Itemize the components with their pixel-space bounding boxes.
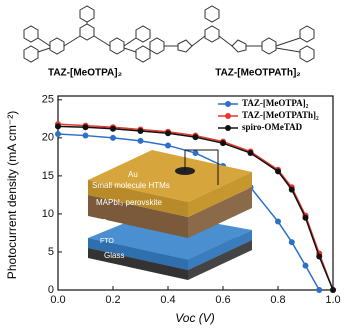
y-tick-label: 25 (42, 94, 54, 106)
y-tick-label: 5 (48, 246, 54, 258)
data-point (192, 150, 199, 157)
data-point (137, 127, 144, 134)
legend-label: spiro-OMeTAD (242, 122, 303, 132)
y-axis-label: Photocurrent density (mA cm⁻²) (5, 111, 19, 279)
structure-name: TAZ-[MeOTPATh]₂ (215, 68, 301, 79)
data-point (316, 253, 323, 260)
inset-label: Au (128, 170, 138, 179)
data-point (110, 134, 116, 141)
data-point (82, 132, 89, 139)
data-point (192, 134, 199, 141)
inset-label: Glass (104, 251, 124, 260)
data-point (275, 168, 281, 175)
inset-label: Small molecule HTMs (92, 181, 170, 190)
legend-label: TAZ-[MeOTPATh]₂ (242, 110, 319, 120)
data-point (82, 124, 89, 131)
inset-label: TiO₂ (96, 219, 110, 226)
y-tick-label: 20 (42, 132, 54, 144)
data-point (288, 186, 295, 193)
plot (55, 95, 336, 293)
data-point (110, 125, 116, 132)
plot-frame (57, 95, 334, 291)
legend-marker (225, 125, 231, 131)
x-tick-label: 0.4 (160, 294, 175, 306)
data-point (330, 287, 336, 293)
x-tick-label: 0.2 (105, 294, 120, 306)
data-point (165, 130, 171, 137)
y-tick-label: 10 (42, 208, 54, 220)
inset-label: FTO (100, 238, 114, 245)
structure-drawings (23, 5, 315, 63)
data-point (220, 140, 226, 147)
data-point (288, 239, 295, 246)
x-axis-label: Voc (V) (175, 311, 215, 325)
x-tick-label: 0.0 (50, 294, 65, 306)
inset-label: MAPbI₃ perovskite (96, 198, 163, 207)
data-point (55, 131, 61, 138)
data-point (316, 287, 323, 293)
data-point (302, 262, 309, 269)
structure-name: TAZ-[MeOTPA]₂ (48, 68, 122, 79)
legend-label: TAZ-[MeOTPA]₂ (242, 98, 309, 108)
x-tick-label: 0.6 (215, 294, 230, 306)
x-tick-label: 0.8 (270, 294, 285, 306)
y-tick-label: 0 (48, 284, 54, 296)
legend-marker (225, 113, 231, 119)
legend-marker (225, 101, 231, 107)
data-point (55, 123, 61, 130)
data-point (247, 150, 254, 157)
data-point (137, 137, 144, 144)
x-tick-label: 1.0 (325, 294, 340, 306)
data-point (302, 214, 309, 221)
data-point (275, 218, 281, 225)
series-line (57, 133, 320, 291)
y-tick-label: 15 (42, 170, 54, 182)
data-point (165, 142, 171, 149)
device-inset (88, 149, 252, 280)
